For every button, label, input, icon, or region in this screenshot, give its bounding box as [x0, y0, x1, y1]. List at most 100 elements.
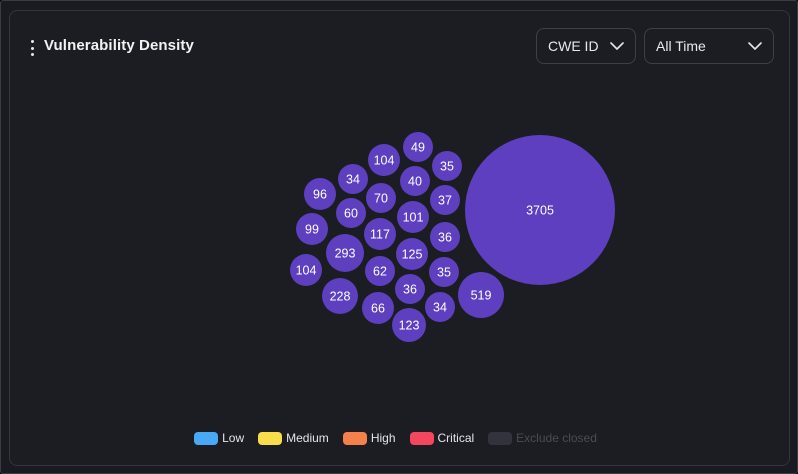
bubble[interactable]: 37 — [430, 185, 460, 215]
bubble-circle[interactable] — [322, 278, 358, 314]
bubble-value-label: 66 — [371, 302, 385, 316]
bubble[interactable]: 104 — [290, 254, 322, 286]
bubble[interactable]: 35 — [432, 151, 462, 181]
bubble-circle[interactable] — [392, 308, 426, 342]
bubble[interactable]: 101 — [397, 201, 429, 233]
card-header: Vulnerability Density CWE ID All Time — [10, 11, 789, 81]
legend-item-high[interactable]: High — [342, 431, 396, 445]
bubble-circle[interactable] — [430, 185, 460, 215]
bubble[interactable]: 123 — [392, 308, 426, 342]
bubble-circle[interactable] — [429, 257, 459, 287]
bubble-value-label: 35 — [440, 160, 454, 174]
legend-label: Exclude closed — [516, 431, 597, 445]
bubble-circle[interactable] — [395, 274, 425, 304]
bubble-value-label: 36 — [438, 231, 452, 245]
bubble[interactable]: 3705 — [465, 135, 615, 285]
bubble-value-label: 293 — [335, 247, 356, 261]
legend-item-critical[interactable]: Critical — [409, 431, 475, 445]
bubble-value-label: 62 — [373, 265, 387, 279]
bubble[interactable]: 117 — [364, 218, 396, 250]
bubble-circle[interactable] — [338, 164, 368, 194]
bubble[interactable]: 36 — [395, 274, 425, 304]
bubble[interactable]: 34 — [338, 164, 368, 194]
bubble-circle[interactable] — [336, 198, 366, 228]
bubble-circle[interactable] — [290, 254, 322, 286]
bubble-circle[interactable] — [400, 166, 430, 196]
group-by-value: CWE ID — [548, 38, 599, 54]
bubble[interactable]: 104 — [368, 144, 400, 176]
legend-label: Critical — [437, 431, 475, 445]
bubble-circle[interactable] — [362, 292, 394, 324]
group-by-select[interactable]: CWE ID — [536, 28, 636, 64]
bubble-circle[interactable] — [364, 218, 396, 250]
bubble-value-label: 37 — [438, 194, 452, 208]
bubble-value-label: 34 — [433, 301, 447, 315]
bubble-circle[interactable] — [368, 144, 400, 176]
bubble-value-label: 228 — [330, 290, 351, 304]
kebab-menu-icon[interactable] — [28, 40, 36, 56]
bubble-circle[interactable] — [432, 151, 462, 181]
bubble-circle[interactable] — [304, 178, 336, 210]
bubble-value-label: 34 — [346, 173, 360, 187]
bubble-circle[interactable] — [296, 213, 328, 245]
bubble-value-label: 40 — [408, 175, 422, 189]
bubble-circle[interactable] — [425, 292, 455, 322]
time-range-value: All Time — [656, 38, 706, 54]
bubble-value-label: 36 — [403, 283, 417, 297]
bubble[interactable]: 34 — [425, 292, 455, 322]
bubble-value-label: 117 — [370, 228, 390, 242]
bubble-value-label: 99 — [305, 223, 319, 237]
bubble-circle[interactable] — [365, 256, 395, 286]
bubble-circle[interactable] — [326, 234, 364, 272]
legend-item-medium[interactable]: Medium — [258, 431, 329, 445]
bubble-circle[interactable] — [397, 201, 429, 233]
bubble-value-label: 3705 — [526, 204, 554, 218]
bubble-chart: 3705 519 293 228 125 123 117 104 104 101 99 96 70 66 6… — [290, 132, 615, 342]
bubble-circle[interactable] — [430, 222, 460, 252]
bubble-value-label: 104 — [296, 264, 317, 278]
legend-swatch — [342, 431, 367, 445]
bubble[interactable]: 99 — [296, 213, 328, 245]
bubble[interactable]: 228 — [322, 278, 358, 314]
bubble-value-label: 123 — [399, 319, 420, 333]
bubble-circle[interactable] — [403, 132, 433, 162]
bubble[interactable]: 125 — [396, 238, 428, 270]
bubble-value-label: 96 — [313, 188, 327, 202]
legend-swatch — [258, 431, 283, 445]
bubble-circle[interactable] — [366, 183, 396, 213]
bubble-value-label: 101 — [403, 211, 424, 225]
legend-swatch — [194, 431, 219, 445]
legend-label: Low — [222, 431, 245, 445]
bubble-value-label: 104 — [374, 154, 395, 168]
bubble-value-label: 519 — [471, 289, 492, 303]
bubble[interactable]: 293 — [326, 234, 364, 272]
bubble-circle[interactable] — [465, 135, 615, 285]
bubble-circle[interactable] — [396, 238, 428, 270]
bubble[interactable]: 519 — [458, 272, 504, 318]
bubble[interactable]: 60 — [336, 198, 366, 228]
bubble[interactable]: 35 — [429, 257, 459, 287]
vulnerability-density-card: Vulnerability Density CWE ID All Time 37… — [9, 10, 790, 466]
bubble[interactable]: 96 — [304, 178, 336, 210]
legend-item-low[interactable]: Low — [194, 431, 244, 445]
time-range-select[interactable]: All Time — [644, 28, 774, 64]
bubble[interactable]: 62 — [365, 256, 395, 286]
bubble-value-label: 125 — [402, 248, 423, 262]
legend-swatch — [409, 431, 434, 445]
chevron-down-icon — [748, 42, 762, 50]
bubble-circle[interactable] — [458, 272, 504, 318]
bubble[interactable]: 49 — [403, 132, 433, 162]
bubble[interactable]: 66 — [362, 292, 394, 324]
card-title: Vulnerability Density — [44, 37, 194, 54]
bubble-value-label: 60 — [344, 207, 358, 221]
bubble[interactable]: 36 — [430, 222, 460, 252]
legend-label: High — [370, 431, 396, 445]
legend-swatch — [488, 431, 513, 445]
legend-item-exclude-closed[interactable]: Exclude closed — [488, 431, 597, 445]
bubble-value-label: 70 — [374, 192, 388, 206]
bubble-value-label: 35 — [437, 266, 451, 280]
bubble[interactable]: 40 — [400, 166, 430, 196]
bubble[interactable]: 70 — [366, 183, 396, 213]
chevron-down-icon — [610, 42, 624, 50]
